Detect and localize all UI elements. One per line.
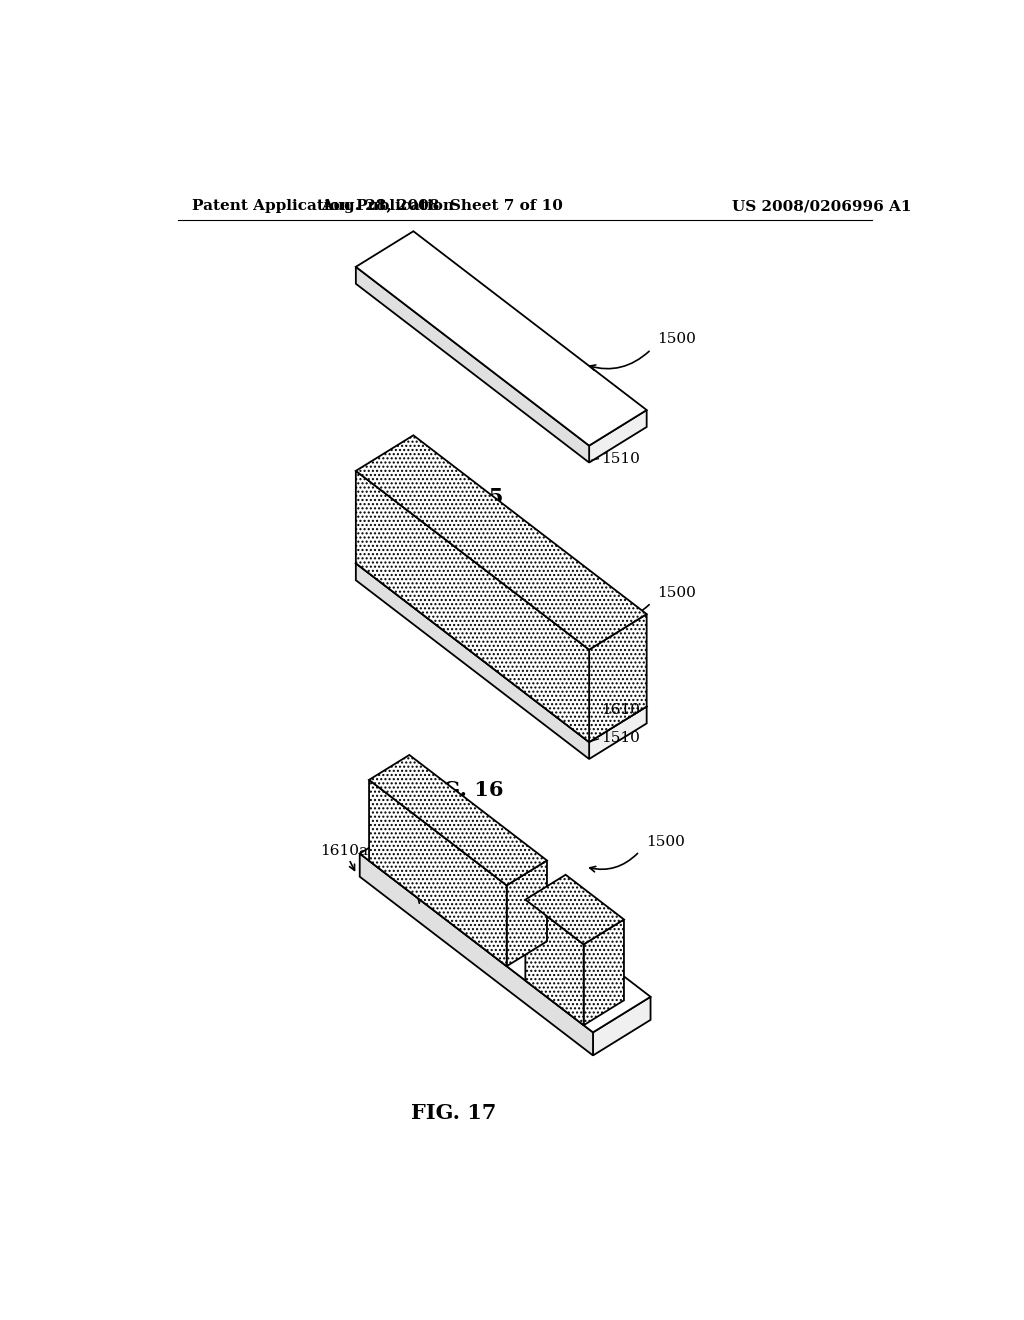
Polygon shape: [356, 528, 647, 742]
Text: 1500: 1500: [657, 333, 696, 346]
Polygon shape: [589, 411, 647, 462]
Polygon shape: [593, 997, 650, 1056]
Text: Patent Application Publication: Patent Application Publication: [191, 199, 454, 213]
Text: 1510: 1510: [601, 731, 640, 746]
Text: 1610: 1610: [601, 704, 640, 718]
Text: FIG. 17: FIG. 17: [411, 1104, 497, 1123]
Text: 1510: 1510: [601, 451, 640, 466]
Polygon shape: [356, 436, 647, 649]
Text: 1510: 1510: [553, 966, 592, 979]
Text: W5: W5: [415, 892, 437, 907]
Text: US 2008/0206996 A1: US 2008/0206996 A1: [732, 199, 912, 213]
Polygon shape: [369, 755, 547, 886]
Text: 1500: 1500: [657, 586, 696, 601]
Polygon shape: [369, 780, 507, 966]
Text: 1610a: 1610a: [321, 845, 369, 858]
Polygon shape: [584, 920, 624, 1026]
Polygon shape: [589, 614, 647, 742]
Polygon shape: [359, 854, 593, 1056]
Polygon shape: [525, 900, 584, 1026]
Text: FIG. 15: FIG. 15: [419, 487, 504, 507]
Text: FIG. 16: FIG. 16: [419, 780, 504, 800]
Polygon shape: [356, 564, 589, 759]
Polygon shape: [525, 875, 624, 944]
Polygon shape: [356, 471, 589, 742]
Polygon shape: [356, 231, 647, 446]
Polygon shape: [359, 818, 650, 1032]
Polygon shape: [356, 267, 589, 462]
Text: 1610b: 1610b: [553, 929, 601, 942]
Text: Aug. 28, 2008  Sheet 7 of 10: Aug. 28, 2008 Sheet 7 of 10: [321, 199, 563, 213]
Polygon shape: [589, 706, 647, 759]
Polygon shape: [507, 861, 547, 966]
Text: 1500: 1500: [646, 836, 685, 849]
